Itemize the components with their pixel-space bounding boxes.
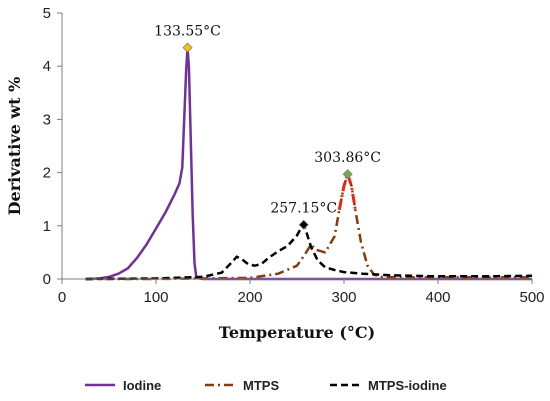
x-tick-label: 300 bbox=[331, 289, 356, 306]
peak-marker bbox=[182, 42, 193, 53]
series-line-mtps-iodine bbox=[85, 223, 533, 281]
x-axis-title: Temperature (°C) bbox=[219, 323, 375, 342]
y-tick-label: 0 bbox=[43, 271, 51, 288]
labels: 133.55°C 257.15°C 303.86°C bbox=[154, 24, 381, 217]
y-tick-label: 1 bbox=[43, 218, 51, 235]
y-axis-title: Derivative wt % bbox=[5, 77, 24, 216]
x-tick-label: 200 bbox=[237, 289, 262, 306]
x-tick-label: 0 bbox=[58, 289, 66, 306]
series-line-iodine bbox=[85, 46, 532, 281]
peak-label: 133.55°C bbox=[154, 24, 221, 40]
legend-label: MTPS-iodine bbox=[368, 378, 447, 393]
series-line-mtps bbox=[85, 172, 532, 281]
y-tick-label: 4 bbox=[43, 58, 51, 75]
peak-marker bbox=[342, 169, 353, 180]
x-tick-label: 100 bbox=[143, 289, 168, 306]
plot-lines bbox=[85, 46, 533, 281]
legend: Iodine MTPS MTPS-iodine bbox=[85, 378, 447, 393]
x-tick-label: 500 bbox=[519, 289, 544, 306]
peak-label: 303.86°C bbox=[314, 150, 381, 166]
peak-marker bbox=[298, 219, 309, 230]
x-tick-label: 400 bbox=[425, 289, 450, 306]
legend-label: Iodine bbox=[123, 378, 161, 393]
legend-label: MTPS bbox=[243, 378, 279, 393]
peak-label: 257.15°C bbox=[270, 201, 337, 217]
axes: 0 100 200 300 400 500 0 1 2 3 4 5 Temperature (°C) De… bbox=[5, 5, 545, 342]
y-tick-label: 5 bbox=[43, 5, 51, 22]
y-tick-label: 3 bbox=[43, 111, 51, 128]
y-tick-label: 2 bbox=[43, 165, 51, 182]
peak-markers bbox=[182, 42, 353, 230]
